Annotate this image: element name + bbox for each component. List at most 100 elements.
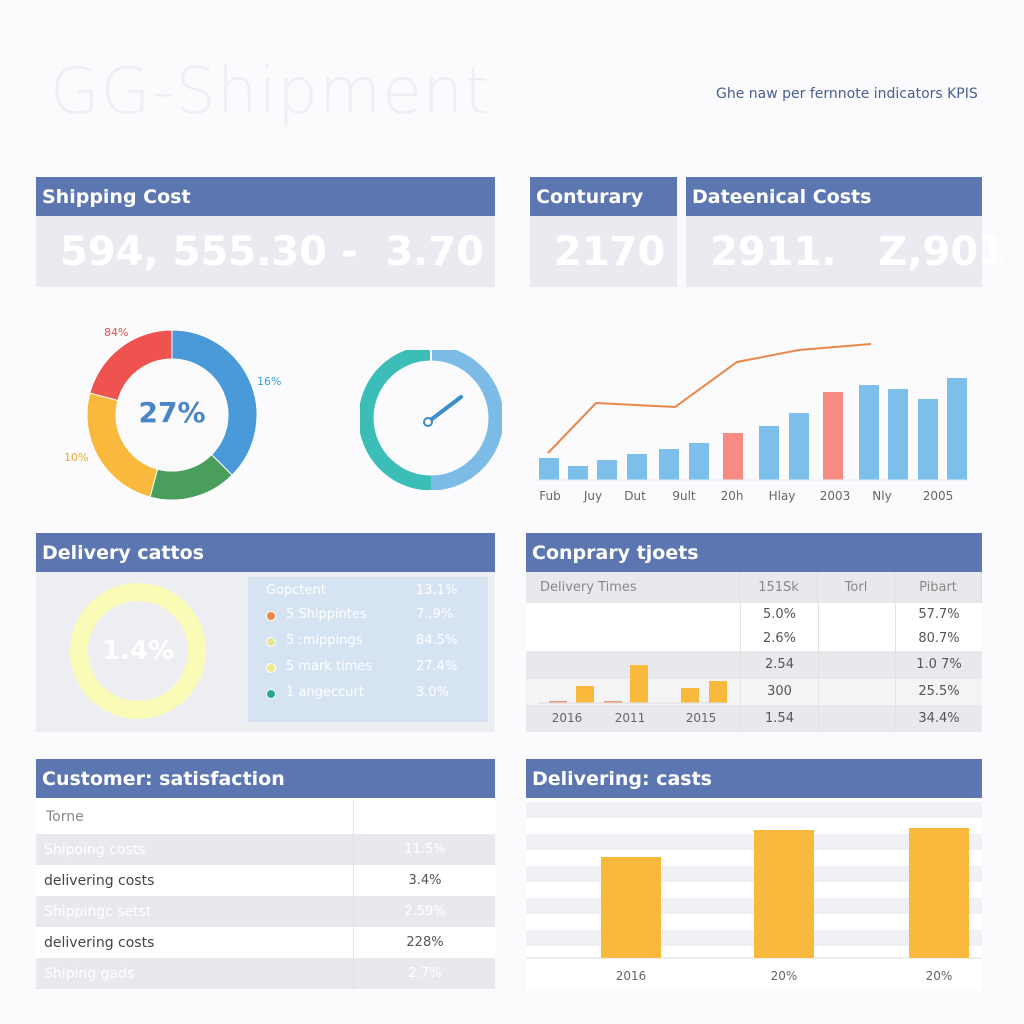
delivering-bar <box>754 830 814 958</box>
table-row: delivering costs 3.4% <box>36 865 495 896</box>
trend-bar <box>723 433 743 480</box>
legend-dot-icon <box>266 637 276 647</box>
x-tick-label: 2016 <box>616 969 647 983</box>
row-value: 228% <box>406 935 444 950</box>
row-value: 11.5% <box>404 842 446 857</box>
donut-segment-blue <box>171 329 258 476</box>
table-row: 1.54 34.4% <box>526 705 982 732</box>
legend-value: 7.,9% <box>416 607 454 622</box>
legend-label: 5 mark times <box>286 659 373 674</box>
donut-chart <box>86 329 258 501</box>
delivery-donut-value: 1.4% <box>101 636 175 666</box>
table-cell: 5.0% <box>740 603 818 627</box>
table-cell: 57.7% <box>895 603 982 627</box>
page-subtitle: Ghe naw per fernnote indicators KPIS <box>716 86 978 102</box>
x-tick-label: Juy <box>583 489 602 503</box>
legend-box: Gopctent 13.1% 5 Shippintes 7.,9% 5 :mip… <box>248 577 488 722</box>
row-value: 2.59% <box>404 904 446 919</box>
trend-bar <box>759 426 779 480</box>
legend-dot-icon <box>266 663 276 673</box>
panel-title: Customer: satisfaction <box>36 759 495 798</box>
row-value: 2.7% <box>408 966 442 981</box>
donut-label: 84% <box>104 326 129 339</box>
satisfaction-panel: Customer: satisfaction Torne Shipoing co… <box>36 759 495 990</box>
delivering-bar <box>909 828 969 958</box>
delivering-panel: Delivering: casts 2016 20% 20% <box>526 759 982 990</box>
table-row: 300 25.5% <box>526 679 982 705</box>
row-label: Shiping gads <box>44 965 135 982</box>
kpi-card-conturary: Conturary 2170 <box>530 177 677 287</box>
trend-bar <box>568 466 588 480</box>
table-cell: 2.54 <box>740 651 818 679</box>
kpi-value: 2911. Z,901 <box>686 216 1006 287</box>
legend-header-value: 13.1% <box>416 583 458 598</box>
table-cell: 1.0 7% <box>895 651 982 679</box>
app-title: GG-Shipment <box>50 55 491 129</box>
table-row: 2.6% 80.7% <box>526 627 982 651</box>
x-tick-label: 2005 <box>923 489 954 503</box>
trend-bar <box>659 449 679 480</box>
legend-dot-icon <box>266 611 276 621</box>
column-divider <box>353 800 354 990</box>
row-label: Shipoing costs <box>44 841 146 858</box>
table-cell <box>818 651 895 679</box>
legend-label: 1 angeccurt <box>286 685 364 700</box>
delivery-panel: Delivery cattos 1.4% Gopctent 13.1% 5 Sh… <box>36 533 495 732</box>
column-header: 151Sk <box>740 572 818 603</box>
legend-label: 5 Shippintes <box>286 607 367 622</box>
row-label: delivering costs <box>44 934 155 951</box>
x-tick-label: 20% <box>926 969 953 983</box>
trend-bar <box>689 443 709 480</box>
company-panel: Conprary tjoets Delivery Times 151Sk Torl P… <box>526 533 982 732</box>
column-header: Pibart <box>895 572 982 603</box>
table-cell: 1.54 <box>740 705 818 732</box>
table-row: Shiping gads 2.7% <box>36 958 495 989</box>
table-row: 2.54 1.0 7% <box>526 651 982 679</box>
x-tick-label: Nly <box>872 489 891 503</box>
table-cell: 34.4% <box>895 705 982 732</box>
gauge-needle-icon <box>423 395 463 427</box>
mini-bar-chart: 2016 2011 2015 <box>538 665 727 725</box>
mini-x-label: 2016 <box>552 711 583 725</box>
x-tick-label: 9ult <box>672 489 696 503</box>
panel-title: Delivery cattos <box>36 533 495 572</box>
table-cell <box>818 705 895 732</box>
x-tick-label: 20h <box>721 489 744 503</box>
donut-segment-red <box>89 329 173 402</box>
table-row: delivering costs 228% <box>36 927 495 958</box>
gauge-chart <box>360 350 502 490</box>
mini-x-label: 2015 <box>686 711 717 725</box>
mini-x-label: 2011 <box>615 711 646 725</box>
kpi-card-costs: Dateenical Costs 2911. Z,901 <box>686 177 1006 287</box>
trend-line <box>547 343 872 454</box>
table-row: 5.0% 57.7% <box>526 603 982 627</box>
delivery-donut <box>70 583 206 719</box>
kpi-title: Shipping Cost <box>36 177 495 216</box>
delivering-bar <box>601 857 661 958</box>
mini-bar <box>709 681 727 703</box>
table-cell: 2.6% <box>740 627 818 651</box>
legend-dot-icon <box>266 689 276 699</box>
panel-title: Delivering: casts <box>526 759 982 798</box>
trend-bar <box>789 413 809 480</box>
column-header: Delivery Times <box>526 572 740 603</box>
trend-bar <box>823 392 843 480</box>
row-label: delivering costs <box>44 872 155 889</box>
mini-bar <box>630 665 648 703</box>
kpi-title: Conturary <box>530 177 677 216</box>
kpi-value: 594, 555.30 - 3.70 <box>36 216 495 287</box>
table-row: Shippingc setst 2.59% <box>36 896 495 927</box>
column-header: Torne <box>46 809 84 825</box>
table-header: Delivery Times 151Sk Torl Pibart <box>526 572 982 603</box>
mini-bar <box>549 701 567 703</box>
panel-title: Conprary tjoets <box>526 533 982 572</box>
table-cell <box>818 603 895 627</box>
trend-bar <box>947 378 967 480</box>
delivering-bar-chart: 2016 20% 20% <box>526 802 982 983</box>
donut-label: 16% <box>257 375 282 388</box>
gauge-arc-blue <box>430 350 502 490</box>
table-cell: 25.5% <box>895 679 982 705</box>
trend-bar <box>539 458 559 480</box>
row-value: 3.4% <box>408 873 442 888</box>
table-row: Shipoing costs 11.5% <box>36 834 495 865</box>
